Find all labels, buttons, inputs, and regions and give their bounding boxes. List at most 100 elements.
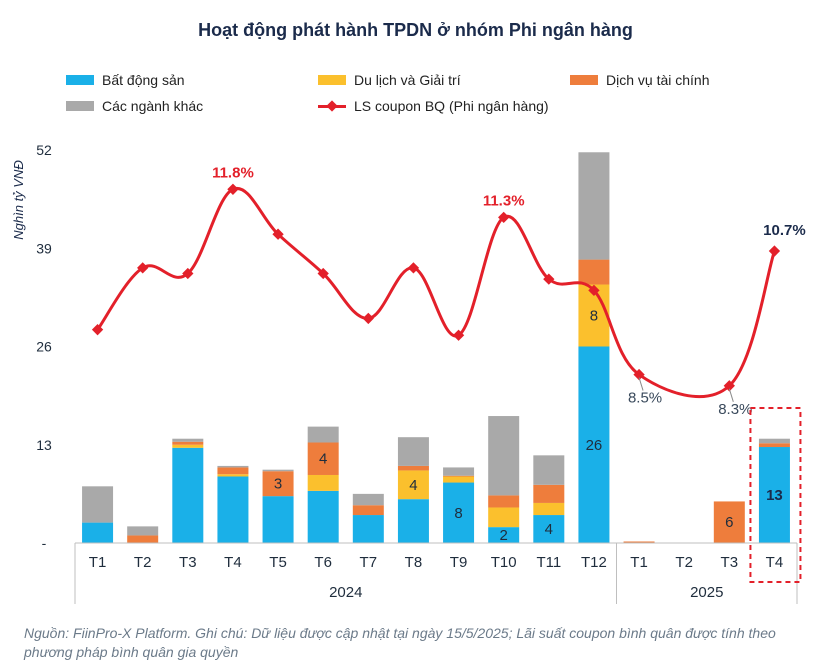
- x-tick-label: T4: [224, 554, 242, 571]
- coupon-point: [588, 284, 600, 297]
- x-tick-label: T1: [630, 554, 648, 571]
- bar-segment: [262, 471, 294, 497]
- bar-segment: [82, 522, 114, 543]
- legend-swatch-cac-nganh-khac: [66, 101, 94, 111]
- bar-data-label: 4: [545, 521, 553, 538]
- coupon-point: [317, 267, 329, 280]
- coupon-data-label: 11.3%: [483, 192, 525, 209]
- bar-segment: [352, 515, 384, 543]
- x-group-label: 2024: [329, 584, 362, 601]
- bar-segment: [443, 476, 475, 483]
- x-tick-label: T9: [450, 554, 468, 571]
- bar-segment: [443, 475, 475, 477]
- bar-segment: [217, 476, 249, 543]
- bar-data-label: 6: [725, 514, 733, 531]
- x-group-label: 2025: [690, 584, 723, 601]
- x-tick-label: T2: [675, 554, 693, 571]
- legend-label: Bất động sản: [102, 72, 185, 88]
- coupon-point: [272, 228, 284, 240]
- x-tick-label: T2: [134, 554, 152, 571]
- bar-segment: [488, 495, 520, 508]
- bar-segment: [758, 447, 790, 543]
- bar-data-label: 2: [500, 527, 508, 544]
- bar-segment: [217, 467, 249, 475]
- bar-segment: [172, 438, 204, 442]
- bar-segment: [172, 441, 204, 445]
- coupon-data-label: 8.5%: [628, 390, 662, 407]
- bar-data-label: 8: [454, 505, 462, 522]
- bar-segment: [488, 416, 520, 496]
- y-tick-label: 52: [36, 142, 52, 158]
- legend-item-dich-vu-tai-chinh: Dịch vụ tài chính: [570, 72, 710, 88]
- bar-segment: [758, 443, 790, 448]
- bar-data-label: 4: [319, 451, 327, 468]
- bar-segment: [262, 469, 294, 472]
- x-tick-label: T8: [405, 554, 423, 571]
- coupon-point: [543, 273, 555, 285]
- x-tick-label: T4: [766, 554, 784, 571]
- coupon-point: [452, 329, 465, 341]
- legend-item-cac-nganh-khac: Các ngành khác: [66, 98, 203, 114]
- bar-segment: [397, 437, 429, 466]
- bar-segment: [488, 507, 520, 528]
- bar-data-label: 26: [586, 437, 603, 454]
- bar-segment: [127, 535, 159, 543]
- y-tick-label: 26: [36, 339, 52, 355]
- x-tick-label: T1: [89, 554, 107, 571]
- x-tick-label: T6: [314, 554, 332, 571]
- y-axis-label: Nghìn tỷ VNĐ: [11, 160, 26, 240]
- legend-item-ls-coupon: LS coupon BQ (Phi ngân hàng): [318, 98, 549, 114]
- bar-segment: [397, 499, 429, 543]
- bar-data-label: 8: [590, 308, 598, 325]
- bar-segment: [443, 482, 475, 543]
- bar-segment: [217, 465, 249, 468]
- x-tick-label: T3: [721, 554, 739, 571]
- coupon-point: [362, 312, 374, 325]
- legend-label: Các ngành khác: [102, 98, 204, 114]
- coupon-data-label: 8.3%: [718, 401, 752, 418]
- coupon-line: [96, 186, 776, 399]
- bar-segment: [127, 526, 159, 536]
- source-note: Nguồn: FiinPro-X Platform. Ghi chú: Dữ l…: [24, 625, 776, 660]
- bar-segment: [578, 152, 610, 260]
- bar-segment: [217, 474, 249, 477]
- bar-segment: [533, 484, 565, 503]
- legend-item-bat-dong-san: Bất động sản: [66, 72, 185, 88]
- bar-data-label: 4: [409, 477, 417, 494]
- bar-segment: [713, 501, 745, 543]
- chart-title: Hoạt động phát hành TPDN ở nhóm Phi ngân…: [198, 20, 633, 40]
- bar-segment: [307, 442, 339, 475]
- x-tick-label: T7: [360, 554, 378, 571]
- coupon-point: [407, 262, 420, 274]
- x-tick-label: T12: [581, 554, 607, 571]
- coupon-point: [498, 211, 510, 224]
- bar-segment: [397, 470, 429, 500]
- x-tick-label: T3: [179, 554, 197, 571]
- bar-segment: [443, 467, 475, 476]
- x-tick-label: T10: [491, 554, 517, 571]
- coupon-point: [182, 267, 194, 280]
- coupon-data-label: 10.7%: [763, 222, 806, 239]
- legend-item-du-lich: Du lịch và Giải trí: [318, 72, 461, 88]
- bar-segment: [533, 515, 565, 543]
- bar-segment: [623, 541, 655, 543]
- legend-swatch-bat-dong-san: [66, 75, 94, 85]
- coupon-leader: [638, 377, 644, 391]
- legend-swatch-du-lich: [318, 75, 346, 85]
- legend-line-ls-coupon: [318, 99, 346, 113]
- bar-data-label: 3: [274, 476, 282, 493]
- x-tick-label: T5: [269, 554, 287, 571]
- bar-segment: [578, 259, 610, 285]
- coupon-point: [768, 245, 781, 257]
- legend-label: Du lịch và Giải trí: [354, 72, 461, 88]
- bar-segment: [533, 502, 565, 516]
- bar-segment: [758, 438, 790, 444]
- coupon-point: [137, 262, 149, 274]
- coupon-point: [227, 183, 239, 195]
- highlight-box: [749, 407, 802, 583]
- bar-segment: [578, 346, 610, 543]
- bar-segment: [533, 455, 565, 485]
- bar-segment: [397, 465, 429, 471]
- coupon-point: [723, 380, 735, 392]
